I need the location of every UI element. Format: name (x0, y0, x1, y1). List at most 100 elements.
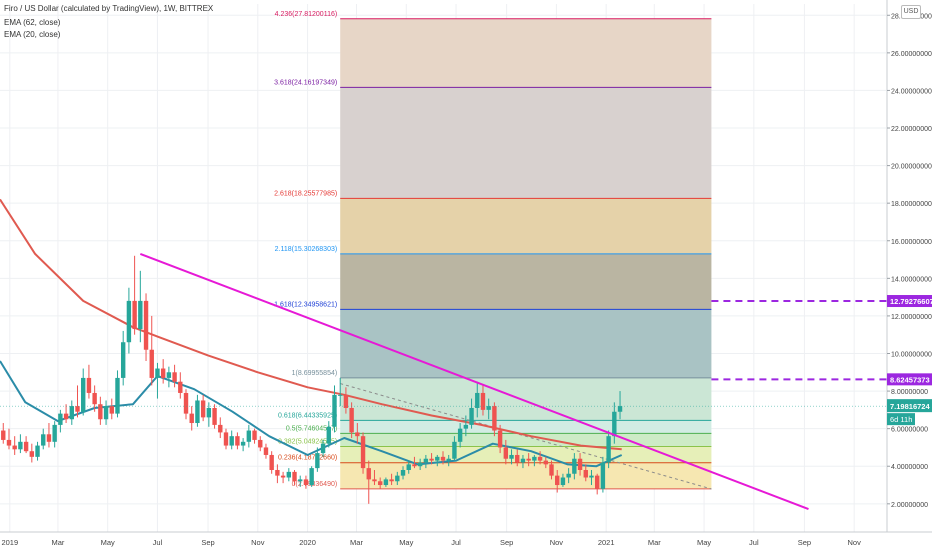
candle-body (115, 377, 120, 414)
candle (155, 362, 160, 399)
candle (446, 454, 451, 467)
candle (572, 453, 577, 480)
candle-body (537, 456, 543, 461)
candle-body (435, 456, 440, 461)
candle-body (149, 349, 154, 378)
candle-body (126, 300, 132, 343)
trendline-layer[interactable] (139, 252, 809, 511)
candle (23, 436, 29, 454)
candle-body (497, 430, 503, 448)
candle-body (343, 394, 349, 408)
candle (326, 421, 331, 448)
fib-level-label: 1(8.69955854) (292, 370, 338, 377)
candle (98, 396, 103, 425)
candle (212, 404, 217, 429)
y-tick-label: 8.00000000 (891, 389, 928, 396)
fib-labels: 0(2.79336490) 0.236(4.18722660) 0.382(5.04… (274, 11, 337, 488)
candle-body (326, 426, 331, 444)
candle-body (469, 407, 474, 425)
candle-body (86, 377, 92, 393)
candle (560, 473, 566, 487)
candle-body (178, 381, 183, 393)
fib-level-label: 1.618(12.34958621) (274, 301, 337, 308)
candle (263, 443, 269, 459)
candle-body (18, 441, 23, 450)
candle (166, 366, 172, 388)
candle-body (594, 475, 600, 489)
candle (457, 423, 463, 448)
candle (86, 364, 92, 399)
price-badges: 12.79276607 8.62457373 7.19816724 6d 11h (887, 295, 932, 426)
candle-body (58, 413, 63, 425)
candle-body (246, 430, 252, 442)
candle-body (515, 454, 520, 463)
y-tick-label: 10.00000000 (891, 351, 932, 358)
x-tick-label: Jul (451, 538, 461, 547)
candle (486, 398, 491, 420)
last-price-badge (887, 399, 932, 413)
horizontal-levels[interactable] (0, 300, 887, 407)
candle-body (6, 439, 12, 446)
currency-button[interactable]: USD (901, 5, 921, 19)
candle (343, 387, 349, 414)
candle-body (452, 441, 457, 459)
candle-body (103, 406, 109, 420)
candle (1, 423, 6, 444)
candle-body (412, 464, 417, 467)
candle (366, 460, 371, 504)
candle-body (315, 453, 320, 469)
candle-body (509, 454, 514, 459)
x-tick-label: May (697, 538, 711, 547)
fib-level-label: 0.5(5.74604517) (286, 425, 337, 432)
candle (537, 451, 543, 465)
countdown-label: 6d 11h (890, 415, 912, 424)
fib-zone (340, 462, 712, 489)
candle-body (292, 471, 297, 482)
candle (206, 402, 212, 427)
fib-zone (340, 87, 712, 199)
level-price-label: 8.62457373 (890, 375, 930, 384)
candle-body (206, 407, 212, 418)
candle (480, 385, 486, 416)
candle (509, 449, 514, 465)
candle-body (81, 377, 86, 412)
candle (532, 454, 537, 467)
candle (69, 400, 74, 425)
ema-62-line (0, 198, 622, 451)
candle-body (355, 432, 360, 437)
candle (583, 464, 588, 482)
x-tick-label: Jul (153, 538, 163, 547)
level-price-label: 12.79276607 (890, 297, 932, 306)
candle (526, 453, 531, 467)
candle (160, 359, 166, 384)
candle-body (120, 342, 126, 378)
candle-body (189, 413, 194, 424)
candle (549, 460, 554, 480)
candle-body (269, 454, 274, 470)
candle (195, 394, 200, 427)
candle (309, 466, 314, 487)
descending-trendline[interactable] (139, 252, 809, 511)
candle-body (549, 464, 554, 476)
candle-body (589, 475, 594, 478)
fib-level-label: 0.618(6.44335925) (278, 412, 337, 419)
candle-body (463, 424, 469, 429)
candle-body (160, 368, 166, 378)
candle-body (309, 468, 314, 486)
candle (389, 473, 394, 486)
candle (18, 434, 23, 454)
candle (589, 469, 594, 486)
x-tick-label: Mar (51, 538, 64, 547)
candle (115, 370, 120, 418)
fib-zone (340, 446, 712, 463)
candle (475, 381, 480, 418)
level-price-badge (887, 295, 932, 308)
fib-zone (340, 198, 712, 254)
fib-zones (340, 18, 712, 489)
candle-body (155, 368, 160, 378)
y-tick-label: 14.00000000 (891, 276, 932, 283)
candle-body (195, 400, 200, 424)
